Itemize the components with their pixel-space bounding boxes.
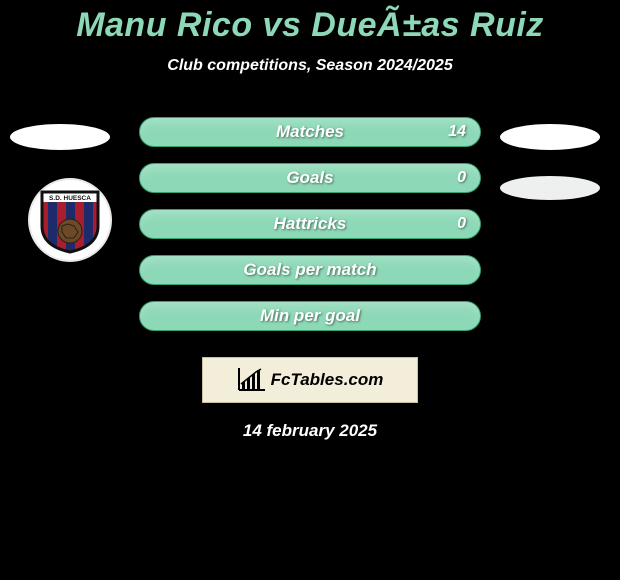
stat-value-player1: 0 <box>457 210 466 238</box>
stat-value-player1: 0 <box>457 164 466 192</box>
stat-label: Matches <box>140 118 480 146</box>
page-title: Manu Rico vs DueÃ±as Ruiz <box>0 0 620 45</box>
stat-label: Goals <box>140 164 480 192</box>
page-subtitle: Club competitions, Season 2024/2025 <box>0 57 620 75</box>
stat-label: Goals per match <box>140 256 480 284</box>
stat-row-min-per-goal: Min per goal <box>139 301 481 331</box>
stat-label: Min per goal <box>140 302 480 330</box>
stat-row-goals-per-match: Goals per match <box>139 255 481 285</box>
stat-row-matches: Matches 14 <box>139 117 481 147</box>
brand-box: FcTables.com <box>202 357 418 403</box>
brand-text: FcTables.com <box>271 370 384 390</box>
footer-date: 14 february 2025 <box>0 421 620 441</box>
stats-list: Matches 14 Goals 0 Hattricks 0 Goals per… <box>0 117 620 331</box>
stat-row-hattricks: Hattricks 0 <box>139 209 481 239</box>
stat-label: Hattricks <box>140 210 480 238</box>
stat-row-goals: Goals 0 <box>139 163 481 193</box>
bar-chart-icon <box>237 368 265 392</box>
stat-value-player1: 14 <box>448 118 466 146</box>
